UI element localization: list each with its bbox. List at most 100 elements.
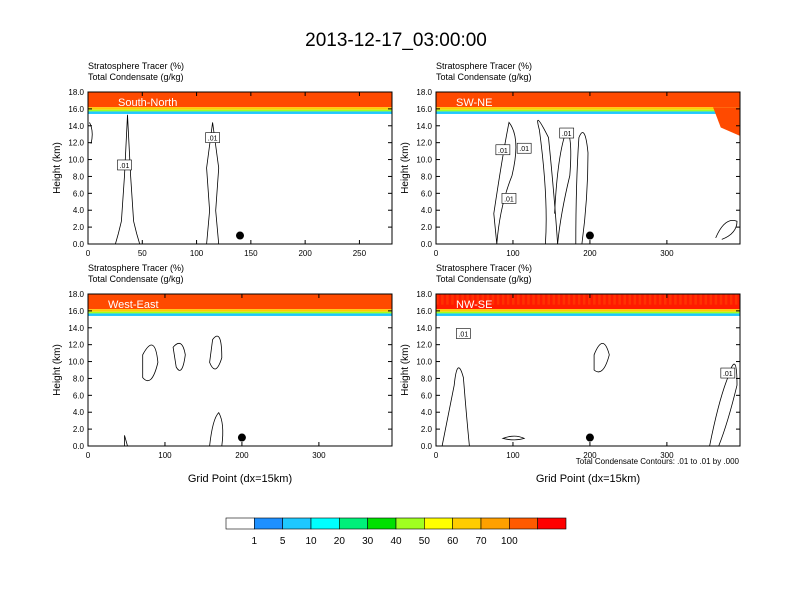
y-tick-label: 10.0 <box>68 358 84 367</box>
tracer-band-high <box>88 92 392 108</box>
condensate-contour <box>124 435 128 447</box>
location-marker <box>585 433 594 442</box>
colorbar-label: 10 <box>305 536 317 547</box>
y-tick-label: 8.0 <box>73 374 85 383</box>
tracer-streak <box>618 294 621 305</box>
y-axis-label: Height (km) <box>400 142 411 194</box>
tracer-streak <box>709 294 713 305</box>
contour-label: .01 <box>120 163 130 170</box>
tracer-streak <box>491 294 495 305</box>
contour-footnote: Total Condensate Contours: .01 to .01 by… <box>576 457 740 466</box>
tracer-band-mid <box>88 107 392 110</box>
tracer-streak <box>501 294 505 305</box>
tracer-streak <box>517 294 520 305</box>
tracer-band-high <box>436 92 740 108</box>
tracer-band-high <box>88 294 392 310</box>
y-tick-label: 4.0 <box>73 206 85 215</box>
colorbar-swatch <box>225 517 255 530</box>
tracer-streak <box>653 294 657 305</box>
tracer-streak <box>552 294 556 305</box>
tracer-band-mid <box>88 309 392 312</box>
y-tick-label: 0.0 <box>421 442 433 451</box>
contour-label: .01 <box>723 371 733 378</box>
tracer-streak <box>734 294 738 305</box>
y-tick-label: 2.0 <box>73 223 85 232</box>
tracer-streak <box>679 294 682 305</box>
y-tick-label: 0.0 <box>421 240 433 249</box>
tracer-streak <box>512 294 515 305</box>
y-tick-label: 2.0 <box>421 425 433 434</box>
condensate-contour <box>593 343 610 373</box>
y-tick-label: 12.0 <box>68 341 84 350</box>
tracer-streak <box>542 294 545 305</box>
x-tick-label: 50 <box>138 249 147 258</box>
x-tick-label: 0 <box>86 249 91 258</box>
tracer-streak <box>532 294 535 305</box>
condensate-contour <box>715 220 738 240</box>
colorbar-swatch <box>424 517 453 530</box>
panel-south-north: Stratosphere Tracer (%)Total Condensate … <box>52 61 393 258</box>
condensate-label: Total Condensate (g/kg) <box>436 72 532 82</box>
condensate-contour <box>537 119 558 245</box>
x-tick-label: 0 <box>434 451 439 460</box>
condensate-contour <box>142 344 159 382</box>
tracer-band-edge <box>88 313 392 316</box>
colorbar: 1 5 10 20 30 40 50 60 70 100 <box>225 517 567 547</box>
cross-section-label: NW-SE <box>456 299 492 311</box>
cross-section-label: South-North <box>118 97 177 109</box>
tracer-streak <box>456 294 459 305</box>
condensate-contour <box>89 122 93 144</box>
colorbar-swatch <box>367 517 397 530</box>
y-tick-label: 0.0 <box>73 442 85 451</box>
condensate-contour <box>206 122 220 245</box>
y-tick-label: 14.0 <box>68 324 84 333</box>
y-tick-label: 16.0 <box>68 307 84 316</box>
x-axis-label: Grid Point (dx=15km) <box>188 473 292 485</box>
cross-section-label: West-East <box>108 299 159 311</box>
tracer-streak <box>577 294 581 305</box>
y-tick-label: 6.0 <box>73 189 85 198</box>
tracer-streak <box>729 294 733 305</box>
location-marker <box>237 433 246 442</box>
tracer-streak <box>547 294 550 305</box>
contour-label-box <box>559 127 575 139</box>
tracer-streak <box>714 294 718 305</box>
tracer-streak <box>664 294 667 305</box>
condensate-contour <box>709 363 738 447</box>
tracer-streak <box>719 294 723 305</box>
location-marker <box>236 231 244 240</box>
tracer-streak <box>684 294 687 305</box>
condensate-contour <box>575 132 589 245</box>
plot-area <box>88 92 392 244</box>
tracer-streak <box>476 294 480 305</box>
x-tick-label: 200 <box>583 451 597 460</box>
colorbar-label: 1 <box>252 536 258 547</box>
y-tick-label: 4.0 <box>73 408 85 417</box>
y-tick-label: 18.0 <box>68 290 84 299</box>
x-tick-label: 300 <box>312 451 326 460</box>
tracer-streak <box>567 294 571 305</box>
colorbar-swatch <box>480 517 510 530</box>
tracer-streak <box>451 294 454 305</box>
plot-frame <box>435 293 741 447</box>
colorbar-label: 5 <box>280 536 286 547</box>
contour-label: .01 <box>208 136 218 143</box>
tracer-intrusion <box>713 107 740 136</box>
y-tick-label: 6.0 <box>421 189 433 198</box>
tracer-streak <box>481 294 485 305</box>
tracer-streak <box>588 294 591 305</box>
colorbar-swatch <box>452 517 482 530</box>
location-marker <box>585 231 594 240</box>
x-tick-label: 100 <box>158 451 172 460</box>
colorbar-label: 40 <box>390 536 402 547</box>
colorbar-label: 100 <box>501 536 518 547</box>
condensate-contour <box>493 121 517 245</box>
y-tick-label: 4.0 <box>421 408 433 417</box>
condensate-label: Total Condensate (g/kg) <box>88 72 184 82</box>
colorbar-label: 50 <box>419 536 431 547</box>
panel-sw-ne: Stratosphere Tracer (%)Total Condensate … <box>400 61 741 258</box>
contour-label-box <box>117 159 132 171</box>
contour-label: .01 <box>498 148 508 155</box>
tracer-streak <box>466 294 469 305</box>
y-tick-label: 16.0 <box>68 105 84 114</box>
